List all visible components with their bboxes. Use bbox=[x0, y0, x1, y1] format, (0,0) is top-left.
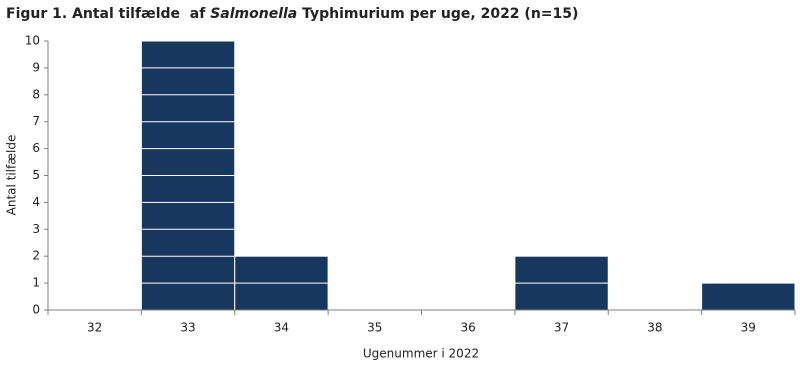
x-tick-label: 32 bbox=[87, 321, 102, 335]
y-tick-label: 1 bbox=[32, 276, 40, 290]
x-tick-label: 35 bbox=[367, 321, 382, 335]
y-tick-label: 4 bbox=[32, 195, 40, 209]
y-tick-label: 6 bbox=[32, 141, 40, 155]
y-tick-label: 9 bbox=[32, 60, 40, 74]
x-tick-label: 33 bbox=[180, 321, 195, 335]
bar bbox=[701, 283, 795, 310]
x-tick-label: 38 bbox=[647, 321, 662, 335]
y-tick-label: 10 bbox=[25, 34, 40, 48]
x-axis-label: Ugenummer i 2022 bbox=[363, 347, 479, 361]
x-tick-label: 39 bbox=[741, 321, 756, 335]
x-tick-label: 36 bbox=[461, 321, 476, 335]
title-part: Typhimurium per uge, 2022 (n=15) bbox=[297, 6, 578, 22]
x-tick-label: 37 bbox=[554, 321, 569, 335]
y-axis-label: Antal tilfælde bbox=[5, 135, 19, 216]
y-tick-label: 5 bbox=[32, 168, 40, 182]
chart-title: Figur 1. Antal tilfælde af Salmonella Ty… bbox=[6, 6, 578, 22]
title-part: Figur 1. Antal tilfælde af bbox=[6, 6, 210, 22]
x-tick-label: 34 bbox=[274, 321, 289, 335]
y-tick-label: 3 bbox=[32, 222, 40, 236]
y-tick-label: 7 bbox=[32, 114, 40, 128]
y-tick-label: 8 bbox=[32, 87, 40, 101]
y-tick-label: 0 bbox=[32, 303, 40, 317]
y-tick-label: 2 bbox=[32, 249, 40, 263]
title-part: Salmonella bbox=[210, 6, 297, 22]
